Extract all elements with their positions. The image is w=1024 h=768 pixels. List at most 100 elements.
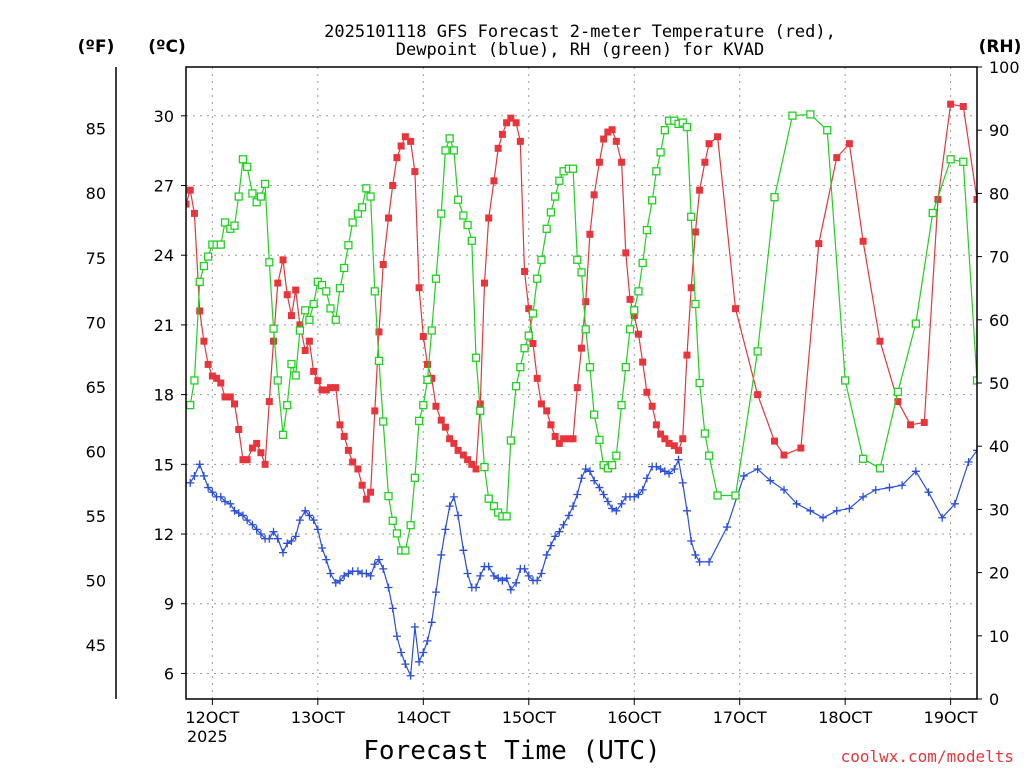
- dewpoint-point: [950, 499, 959, 508]
- c-tick-label: 24: [154, 246, 174, 265]
- temperature-point: [480, 279, 488, 287]
- dewpoint-point: [204, 483, 213, 492]
- temperature-point: [407, 137, 415, 145]
- time-tick-label: 13OCT: [291, 708, 345, 727]
- rh-point: [484, 494, 493, 503]
- rh-point: [520, 344, 529, 353]
- temperature-point: [679, 435, 687, 443]
- temperature-point: [231, 400, 239, 408]
- dewpoint-point: [506, 585, 515, 594]
- rh-point: [648, 196, 657, 205]
- rh-point: [463, 220, 472, 230]
- rh-point: [691, 299, 700, 309]
- c-tick-label: 6: [164, 664, 174, 683]
- rh-point: [731, 491, 740, 500]
- dewpoint-point: [695, 557, 704, 566]
- temperature-point: [665, 439, 673, 447]
- temperature-point: [221, 393, 229, 401]
- fahrenheit-axis: 45 50 55 60 65 70 75 80 85: [86, 120, 106, 655]
- dewpoint-point: [340, 571, 349, 580]
- temperature-point: [525, 305, 533, 313]
- f-tick-label: 45: [86, 636, 106, 655]
- rh-point: [638, 258, 647, 268]
- dewpoint-point: [938, 513, 947, 522]
- temperature-point: [204, 360, 212, 368]
- temperature-point: [384, 214, 392, 222]
- temperature-point: [411, 168, 419, 176]
- rh-point: [502, 512, 511, 521]
- dewpoint-point: [186, 478, 195, 487]
- temperature-point: [375, 328, 383, 336]
- dewpoint-point: [806, 506, 815, 515]
- rh-point: [199, 261, 209, 271]
- f-tick-label: 60: [86, 442, 106, 461]
- rh-point: [528, 309, 538, 318]
- rh-point: [467, 236, 476, 245]
- dewpoint-point: [265, 534, 274, 543]
- dewpoint-point: [585, 467, 594, 476]
- rh-point: [374, 356, 384, 366]
- dewpoint-point: [234, 509, 243, 518]
- dewpoint-point: [551, 532, 560, 541]
- temperature-point: [683, 351, 691, 359]
- temperature-point: [771, 437, 779, 445]
- temperature-point: [652, 421, 660, 429]
- dewpoint-point: [502, 574, 511, 583]
- rh-point: [1018, 407, 1024, 414]
- temperature-point: [634, 330, 642, 338]
- rh-tick-label: 40: [989, 437, 1009, 456]
- rh-point: [573, 255, 582, 264]
- temperature-point: [696, 186, 704, 194]
- dewpoint-point: [581, 464, 590, 473]
- temperature-point: [432, 402, 440, 410]
- temperature-point: [586, 230, 594, 238]
- temperature-point: [454, 446, 462, 454]
- temperature-point: [344, 446, 352, 454]
- dewpoint-point: [238, 511, 247, 520]
- temperature-point: [507, 114, 515, 122]
- credit-text: coolwx.com/modelts: [841, 747, 1014, 766]
- temperature-point: [670, 442, 678, 450]
- rh-point: [858, 454, 868, 463]
- rh-point: [991, 465, 998, 472]
- rh-point: [511, 382, 521, 391]
- temperature-point: [643, 388, 651, 396]
- rh-point: [243, 162, 252, 172]
- rh-point: [195, 277, 204, 287]
- temperature-point: [639, 358, 647, 366]
- chart-title-line1: 2025101118 GFS Forecast 2-meter Temperat…: [324, 22, 836, 42]
- temperature-point: [265, 398, 273, 406]
- rh-point: [362, 184, 371, 193]
- temperature-point: [472, 465, 480, 473]
- dewpoint-point: [687, 537, 696, 545]
- dewpoint-point: [682, 506, 691, 515]
- dewpoint-point: [603, 497, 612, 506]
- temperature-point: [450, 439, 458, 447]
- dewpoint-point: [678, 478, 687, 487]
- temperature-point: [516, 137, 524, 145]
- dewpoint-point: [401, 660, 410, 669]
- c-tick-label: 30: [154, 107, 174, 126]
- temperature-point: [401, 133, 409, 141]
- dewpoint-point: [520, 564, 529, 573]
- rh-point: [220, 218, 230, 227]
- temperature-point: [213, 374, 221, 382]
- temperature-point: [186, 186, 194, 194]
- rh-point: [265, 258, 274, 267]
- rh-point: [841, 376, 850, 385]
- dewpoint-point: [766, 476, 775, 485]
- rh-point: [353, 209, 363, 218]
- temperature-point: [533, 374, 541, 382]
- temperature-point: [622, 249, 630, 257]
- dewpoint-point: [463, 569, 472, 578]
- temperature-point: [261, 460, 269, 468]
- temperature-point: [226, 393, 234, 401]
- rh-tick-label: 80: [989, 184, 1009, 203]
- rh-series: [186, 110, 1024, 555]
- temperature-point: [973, 195, 977, 203]
- temperature-point: [555, 439, 563, 447]
- temperature-point: [618, 158, 626, 166]
- rh-point: [471, 353, 481, 362]
- c-tick-label: 9: [164, 595, 174, 614]
- chart-title-line2: Dewpoint (blue), RH (green) for KVAD: [396, 40, 764, 60]
